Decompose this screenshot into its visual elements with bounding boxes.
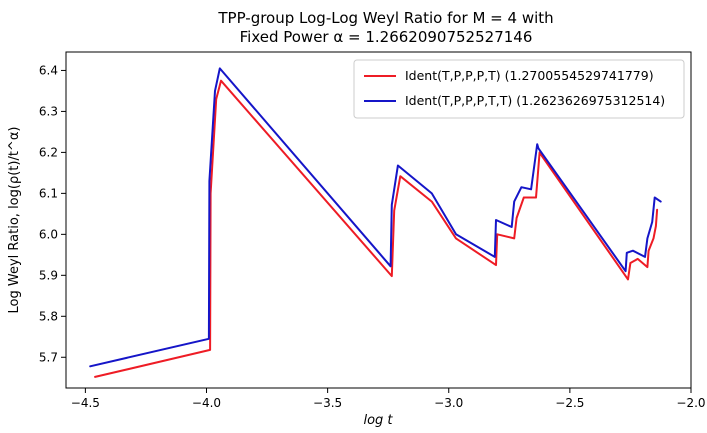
y-tick-label: 6.1: [39, 186, 58, 200]
y-tick-label: 5.8: [39, 309, 58, 323]
x-axis: −4.5 −4.0 −3.5 −3.0 −2.5 −2.0: [71, 388, 706, 410]
x-tick-label: −2.0: [676, 396, 705, 410]
x-tick-label: −4.0: [192, 396, 221, 410]
y-axis-label: Log Weyl Ratio, log(ρ(t)/t^α): [7, 127, 22, 314]
x-tick-label: −2.5: [555, 396, 584, 410]
y-tick-label: 5.7: [39, 350, 58, 364]
y-tick-label: 6.4: [39, 63, 58, 77]
y-tick-label: 6.0: [39, 227, 58, 241]
x-axis-label: log t: [363, 413, 393, 428]
legend-box: [353, 59, 685, 119]
legend-label-series-2: Ident(T,P,P,P,T,T) (1.2623626975312514): [405, 93, 665, 108]
y-tick-label: 6.3: [39, 104, 58, 118]
plot-area-frame: [65, 51, 692, 389]
x-tick-label: −4.5: [71, 396, 100, 410]
legend-label-series-1: Ident(T,P,P,P,T) (1.2700554529741779): [405, 68, 654, 83]
x-tick-label: −3.5: [313, 396, 342, 410]
legend: Ident(T,P,P,P,T) (1.2700554529741779) Id…: [353, 59, 685, 119]
series-layer: [89, 67, 662, 378]
y-tick-label: 5.9: [39, 268, 58, 282]
chart-subtitle: Fixed Power α = 1.2662090752527146: [240, 28, 533, 46]
y-axis: 5.7 5.8 5.9 6.0 6.1 6.2 6.3 6.4: [39, 63, 66, 364]
chart-title: TPP-group Log-Log Weyl Ratio for M = 4 w…: [217, 9, 553, 27]
y-tick-label: 6.2: [39, 145, 58, 159]
series-line-2: [89, 67, 662, 368]
x-tick-label: −3.0: [434, 396, 463, 410]
series-line-1: [94, 79, 659, 378]
